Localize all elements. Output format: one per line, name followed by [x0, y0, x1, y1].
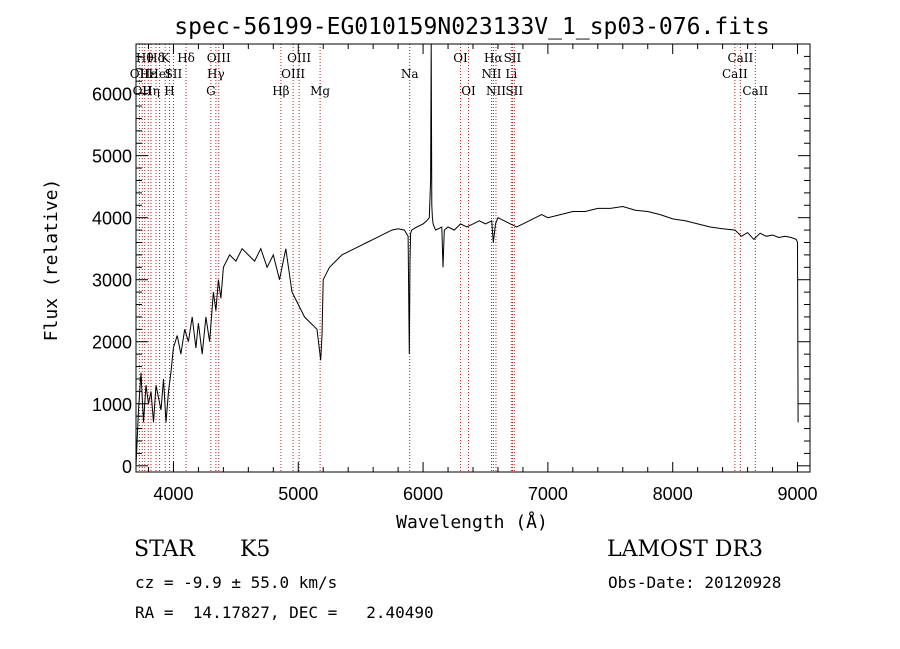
x-tick-label: 6000: [403, 484, 443, 504]
line-marker-label: Hε: [140, 67, 157, 81]
line-marker-label: OII: [130, 67, 150, 81]
line-marker-label: SII: [165, 67, 183, 81]
line-marker-label: Mg: [310, 84, 330, 98]
line-marker-label: Na: [401, 67, 419, 81]
y-tick-label: 4000: [92, 209, 132, 229]
y-tick-label: 0: [122, 457, 132, 477]
y-tick-label: 6000: [92, 85, 132, 105]
line-marker-label: CaII: [722, 67, 748, 81]
x-axis-ticks: 4000 5000 6000 7000 8000 9000: [147, 44, 818, 504]
x-tick-label: 7000: [528, 484, 568, 504]
line-marker-label: H: [164, 84, 174, 98]
line-marker-label: Hδ: [177, 51, 195, 65]
spectrum-line: [135, 43, 799, 466]
y-tick-label: 3000: [92, 271, 132, 291]
x-tick-label: 8000: [653, 484, 693, 504]
line-marker-label: HeI: [148, 67, 171, 81]
x-tick-label: 9000: [777, 484, 817, 504]
line-marker-label: CaII: [727, 51, 753, 65]
line-marker-label: NII: [486, 84, 506, 98]
line-marker-label: OIII: [287, 51, 311, 65]
y-tick-label: 2000: [92, 333, 132, 353]
object-class: STAR: [134, 537, 195, 562]
line-marker-label: Hη: [142, 84, 160, 98]
object-subclass: K5: [240, 537, 271, 562]
y-axis-label: Flux (relative): [41, 179, 62, 342]
line-marker-label: SII: [504, 51, 522, 65]
line-marker-label: Hβ: [272, 84, 289, 98]
line-marker-label: OI: [453, 51, 468, 65]
coordinates: RA = 14.17827, DEC = 2.40490: [135, 603, 434, 622]
line-marker-labels: OIIOIIHθHεHηHδHeIKHSIIHδGHγOIIIHβOIIIOII…: [130, 51, 769, 98]
line-marker-label: OI: [461, 84, 476, 98]
survey-name: LAMOST DR3: [607, 537, 763, 562]
line-marker-label: Hγ: [207, 67, 225, 81]
x-tick-label: 5000: [278, 484, 318, 504]
redshift-readout: cz = -9.9 ± 55.0 km/s: [135, 573, 338, 592]
line-marker-label: OII: [133, 84, 153, 98]
line-marker-label: Hδ: [147, 51, 165, 65]
line-marker-label: CaII: [742, 84, 768, 98]
line-marker-label: Li: [505, 67, 517, 81]
line-marker-label: K: [161, 51, 171, 65]
y-tick-label: 1000: [92, 395, 132, 415]
y-tick-label: 5000: [92, 147, 132, 167]
line-markers: [138, 44, 756, 472]
line-marker-label: OIII: [207, 51, 231, 65]
x-axis-label: Wavelength (Å): [396, 511, 548, 533]
y-axis-ticks: 0 1000 2000 3000 4000 5000 6000: [92, 55, 810, 477]
chart-title: spec-56199-EG010159N023133V_1_sp03-076.f…: [174, 14, 769, 40]
line-marker-label: SII: [505, 84, 523, 98]
obs-date: Obs-Date: 20120928: [608, 573, 782, 592]
line-marker-label: NII: [481, 67, 501, 81]
line-marker-label: Hθ: [136, 51, 154, 65]
line-marker-label: G: [206, 84, 216, 98]
line-marker-label: Hα: [484, 51, 503, 65]
x-tick-label: 4000: [153, 484, 193, 504]
line-marker-label: OIII: [281, 67, 305, 81]
